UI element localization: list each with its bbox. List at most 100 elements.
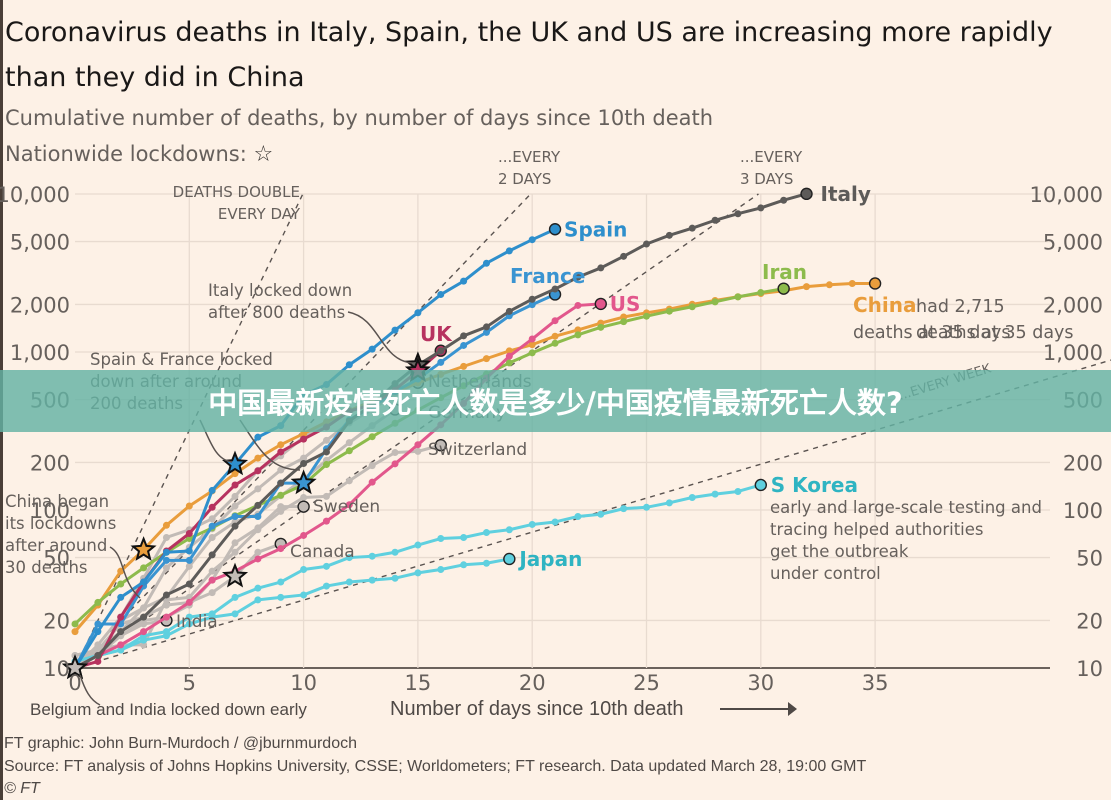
- y-tick-label-left: 200: [30, 451, 70, 475]
- lockdown-star-icon: [222, 562, 249, 588]
- series-point: [231, 548, 239, 556]
- overlay-banner: 中国最新疫情死亡人数是多少/中国疫情最新死亡人数?: [0, 370, 1111, 432]
- series-point: [460, 277, 468, 285]
- series-point: [505, 352, 513, 360]
- series-point: [185, 502, 193, 510]
- series-point: [94, 628, 102, 636]
- y-tick-label-left: 10,000: [0, 183, 70, 207]
- series-point: [345, 554, 353, 562]
- series-end-point: [503, 552, 516, 566]
- series-point: [208, 589, 216, 597]
- series-point: [368, 552, 376, 560]
- series-point: [254, 501, 262, 509]
- series-point: [162, 591, 170, 599]
- series-point: [140, 564, 148, 572]
- series-point: [528, 349, 536, 357]
- series-point: [185, 535, 193, 543]
- series-line-us: [74, 302, 601, 670]
- series-point: [185, 556, 193, 564]
- series-label: Iran: [762, 260, 807, 284]
- series-point: [482, 529, 490, 537]
- series-point: [117, 628, 125, 636]
- y-tick-label-left: 2,000: [10, 293, 70, 317]
- series-point: [437, 566, 445, 574]
- series-point: [140, 604, 148, 612]
- series-point: [437, 347, 445, 355]
- country-label: Switzerland: [428, 440, 527, 460]
- x-tick-label: 0: [68, 671, 81, 695]
- series-point: [665, 307, 673, 315]
- chart-text: Italy Spain France UK US Iran S Korea Japan Chin…: [5, 148, 1074, 706]
- guide-label-2-days: ...EVERY: [498, 148, 561, 166]
- series-point: [322, 448, 330, 456]
- series-point: [208, 486, 216, 494]
- lockdown-star-icon: [61, 654, 89, 680]
- series-point: [391, 574, 399, 582]
- series-point: [482, 328, 490, 336]
- series-point: [231, 512, 239, 520]
- series-point: [345, 477, 353, 485]
- series-point: [368, 433, 376, 441]
- skorea-note: get the outbreak: [770, 542, 909, 561]
- series-point: [460, 341, 468, 349]
- series-point: [711, 216, 719, 224]
- country-label: Sweden: [313, 497, 380, 517]
- series-point: [482, 259, 490, 267]
- y-tick-label-right: 100: [1063, 499, 1103, 523]
- series-point: [665, 231, 673, 239]
- series-point: [528, 335, 536, 343]
- series-point: [185, 562, 193, 570]
- series-point: [277, 545, 285, 553]
- series-point: [460, 332, 468, 340]
- series-point: [574, 301, 582, 309]
- series-point: [414, 541, 422, 549]
- series-point: [528, 301, 536, 309]
- series-point: [505, 347, 513, 355]
- lockdown-stars: [61, 351, 432, 680]
- series-point: [505, 526, 513, 534]
- series-point: [300, 454, 308, 462]
- y-tick-label-right: 2,000: [1043, 293, 1103, 317]
- series-point: [277, 491, 285, 499]
- series-point: [620, 252, 628, 260]
- series-point: [505, 307, 513, 315]
- x-tick-label: 25: [633, 671, 660, 695]
- series-point: [117, 646, 125, 654]
- skorea-note: tracing helped authorities: [770, 520, 984, 539]
- series-label: S Korea: [771, 473, 858, 497]
- guide-label-3-days: 3 DAYS: [740, 170, 793, 188]
- y-tick-label-right: 10: [1076, 657, 1103, 681]
- series-point: [117, 641, 125, 649]
- series-point: [482, 355, 490, 363]
- series-point: [643, 503, 650, 511]
- x-axis-label: Number of days since 10th death: [390, 698, 684, 720]
- y-tick-label-left: 5,000: [10, 231, 70, 255]
- series-point: [231, 502, 239, 510]
- series-point: [322, 517, 330, 525]
- series-point: [803, 283, 811, 291]
- series-point: [437, 358, 445, 366]
- star-icon: ☆: [253, 142, 274, 167]
- series-point: [277, 479, 285, 487]
- series-point: [620, 505, 628, 513]
- series-point: [277, 466, 285, 474]
- series-point: [688, 224, 696, 232]
- series-point: [140, 578, 148, 586]
- series-point: [277, 503, 285, 511]
- series-point: [140, 613, 148, 621]
- series-point: [254, 596, 262, 604]
- italy-note-connector: [347, 311, 413, 364]
- series-point: [643, 312, 650, 320]
- series-point: [254, 524, 262, 532]
- series-point: [185, 580, 193, 588]
- series-end-point: [754, 478, 767, 492]
- series-point: [734, 487, 742, 495]
- series-label: Spain: [564, 217, 627, 241]
- china-deaths-note: had 2,715: [916, 297, 1005, 317]
- series-point: [300, 591, 308, 599]
- y-tick-label-left: 20: [43, 609, 70, 633]
- china-lockdown-note: its lockdowns: [5, 514, 116, 533]
- series-point: [231, 470, 239, 478]
- series-point: [231, 593, 239, 601]
- series-point: [185, 598, 193, 606]
